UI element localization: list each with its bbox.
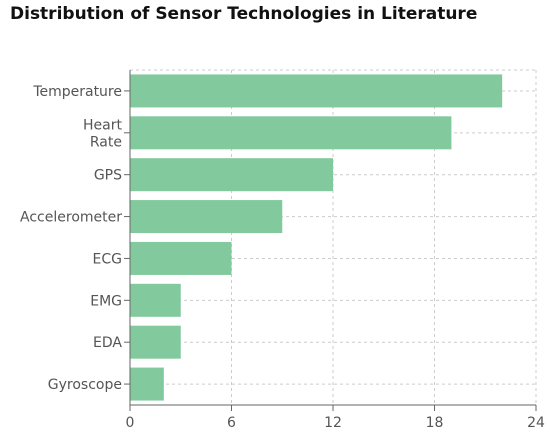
x-tick-label: 24	[527, 415, 545, 431]
y-tick-label: Accelerometer	[20, 210, 122, 226]
y-tick-label: GPS	[94, 168, 122, 184]
y-tick-label: Temperature	[32, 84, 122, 100]
x-tick-label: 12	[324, 415, 342, 431]
axes: 0 6 12 18 24 Temperature Heart Rate GPS Accelerom…	[20, 70, 545, 431]
bar	[130, 200, 283, 234]
x-tick-label: 0	[126, 415, 135, 431]
bar	[130, 283, 181, 317]
x-tick-label: 18	[426, 415, 444, 431]
bar	[130, 325, 181, 359]
chart-title: Distribution of Sensor Technologies in L…	[10, 4, 478, 24]
bar	[130, 74, 503, 108]
x-tick-label: 6	[227, 415, 236, 431]
bar	[130, 158, 333, 192]
bar	[130, 241, 232, 275]
bars	[130, 74, 503, 401]
y-tick-label: ECG	[93, 251, 122, 267]
bar	[130, 116, 452, 150]
y-tick-label: EMG	[90, 293, 122, 309]
y-tick-label: Gyroscope	[48, 377, 122, 393]
y-tick-label: EDA	[93, 335, 122, 351]
y-tick-label: Heart Rate	[83, 117, 122, 150]
bar	[130, 367, 164, 401]
